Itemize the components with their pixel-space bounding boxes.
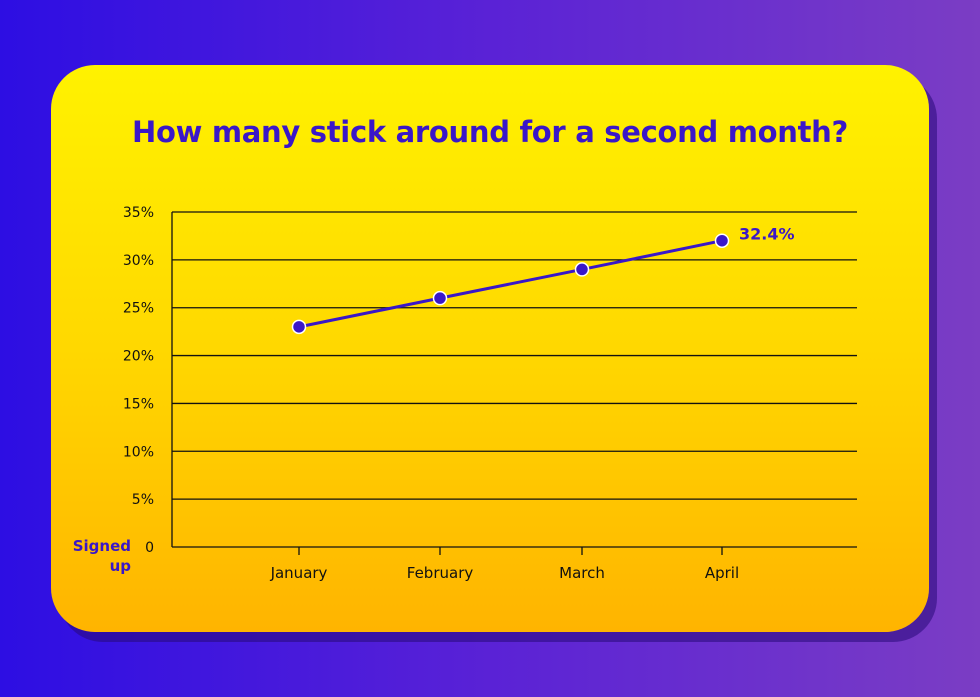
chart-title: How many stick around for a second month… <box>131 115 849 149</box>
series-line <box>298 239 723 329</box>
y-axis-ticks: 0 5% 10% 15% 20% 25% 30% 35% <box>123 205 154 556</box>
y-tick-label: 15% <box>123 396 154 412</box>
y-tick-label: 10% <box>123 444 154 460</box>
y-tick-label: 25% <box>123 301 154 317</box>
y-axis-label-line-2: up <box>110 557 132 575</box>
series <box>291 233 730 335</box>
y-axis-label-line-1: Signed <box>73 537 131 555</box>
data-label: 32.4% <box>739 225 795 244</box>
x-tick-label: January <box>270 564 328 582</box>
chart-card <box>51 65 929 632</box>
data-labels: 32.4% <box>739 225 795 244</box>
y-tick-label: 30% <box>123 253 154 269</box>
data-point <box>291 319 307 335</box>
y-tick-label: 5% <box>132 492 154 508</box>
x-tick-label: February <box>407 564 474 582</box>
x-axis-ticks: January February March April <box>270 547 739 582</box>
data-point <box>432 290 448 306</box>
y-tick-label: 0 <box>145 540 154 556</box>
y-tick-label: 20% <box>123 349 154 365</box>
gridlines <box>171 211 857 548</box>
y-tick-label: 35% <box>123 205 154 221</box>
data-point <box>574 262 590 277</box>
x-tick-label: April <box>705 564 739 582</box>
data-point <box>714 233 730 248</box>
x-tick-label: March <box>559 564 605 582</box>
